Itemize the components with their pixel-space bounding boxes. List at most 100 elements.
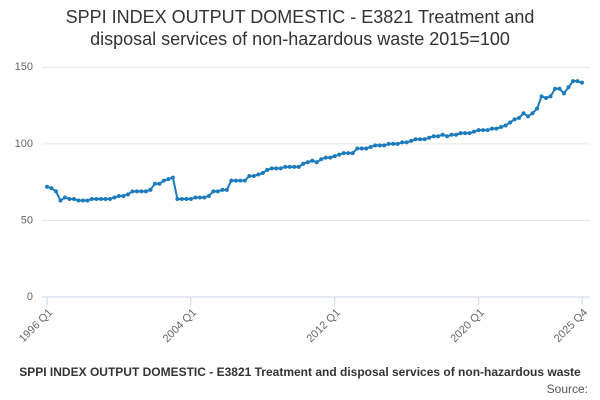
data-point [467, 131, 472, 136]
data-point [148, 187, 153, 192]
data-point [80, 198, 85, 203]
data-point [229, 178, 234, 183]
data-point [134, 189, 139, 194]
data-point [103, 197, 108, 201]
data-point [256, 172, 261, 177]
data-point [458, 131, 463, 136]
data-point [215, 189, 220, 194]
data-point [197, 195, 202, 200]
data-point [503, 123, 508, 128]
data-point [121, 193, 126, 198]
data-point [436, 134, 441, 139]
data-point [404, 140, 409, 145]
data-point [224, 187, 229, 192]
x-tick-label: 1996 Q1 [17, 307, 55, 345]
data-point [152, 181, 157, 186]
data-point [130, 189, 135, 194]
data-point [521, 111, 526, 116]
data-point [265, 167, 270, 172]
data-point [476, 128, 481, 133]
data-point [440, 132, 445, 137]
data-point [454, 132, 459, 137]
data-point [269, 166, 274, 171]
data-point [116, 193, 121, 198]
data-point [346, 151, 351, 156]
series-line [46, 80, 583, 203]
data-point [341, 151, 346, 156]
data-point [301, 161, 306, 166]
data-point [184, 197, 189, 201]
data-point [422, 137, 427, 142]
data-point [193, 195, 198, 200]
data-point [386, 141, 391, 146]
y-tick-label: 0 [27, 291, 33, 303]
data-point [247, 174, 252, 179]
data-point [449, 132, 454, 137]
data-point [206, 193, 211, 198]
data-point [94, 197, 99, 201]
data-point [517, 115, 522, 120]
data-point [575, 79, 580, 84]
data-point [251, 174, 256, 179]
data-point [188, 197, 193, 201]
data-point [328, 155, 333, 160]
data-point [238, 178, 243, 183]
data-point [62, 195, 67, 200]
data-point [233, 178, 238, 183]
data-point [382, 143, 387, 148]
data-point [161, 178, 166, 183]
data-point [494, 126, 499, 131]
data-point [463, 131, 468, 136]
data-point [368, 144, 373, 149]
data-point [76, 198, 81, 203]
data-point [125, 192, 130, 197]
data-point [485, 128, 490, 133]
data-point [427, 135, 432, 140]
data-point [45, 184, 49, 189]
data-point [179, 197, 184, 201]
data-point [310, 158, 315, 163]
data-point [571, 79, 576, 84]
data-point [377, 143, 382, 148]
data-point [490, 126, 495, 131]
data-point [544, 95, 549, 100]
data-point [481, 128, 486, 133]
data-point [98, 197, 103, 201]
data-point [355, 146, 360, 151]
data-point [409, 138, 414, 143]
data-point [211, 189, 216, 194]
data-point [53, 189, 58, 194]
data-point [395, 141, 400, 146]
data-point [539, 94, 544, 99]
x-tick-label: 2004 Q1 [161, 307, 199, 345]
data-point [170, 175, 175, 180]
data-point [373, 143, 378, 148]
data-point [274, 166, 279, 171]
data-point [391, 141, 396, 146]
data-point [512, 117, 517, 122]
data-point [413, 137, 418, 142]
data-point [553, 86, 558, 91]
data-point [85, 198, 90, 203]
chart-title: SPPI INDEX OUTPUT DOMESTIC - E3821 Treat… [66, 7, 535, 49]
data-point [580, 80, 584, 85]
data-point [445, 134, 450, 139]
data-point [314, 160, 319, 165]
data-point [49, 186, 54, 191]
data-point [431, 134, 436, 139]
data-point [278, 166, 283, 171]
data-point [562, 91, 567, 96]
data-point [166, 177, 171, 182]
data-point [292, 164, 297, 169]
data-point [71, 197, 76, 201]
data-point [332, 154, 337, 159]
data-point [526, 114, 531, 119]
data-point [359, 146, 364, 151]
data-point [400, 140, 405, 145]
data-point [508, 120, 513, 125]
data-point [530, 111, 535, 116]
data-point [58, 198, 63, 203]
data-point [175, 197, 180, 201]
y-tick-label: 50 [21, 214, 33, 226]
data-point [566, 85, 571, 90]
